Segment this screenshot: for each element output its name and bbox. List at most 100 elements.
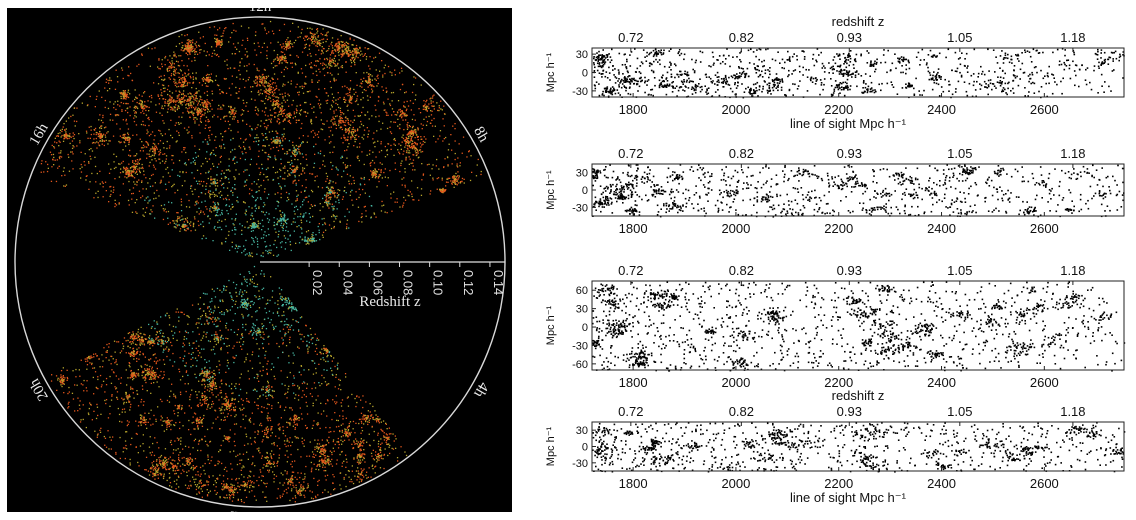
galaxy-point — [267, 82, 269, 84]
galaxy-point — [152, 164, 155, 166]
galaxy-point — [231, 218, 233, 220]
galaxy-point — [139, 138, 141, 140]
galaxy-point — [279, 103, 281, 105]
galaxy-point — [266, 76, 268, 79]
galaxy-point — [155, 111, 158, 113]
galaxy-point — [258, 94, 260, 96]
galaxy-point — [302, 169, 304, 171]
galaxy-point — [149, 213, 152, 215]
galaxy-point — [367, 111, 369, 113]
galaxy-point — [404, 112, 406, 115]
galaxy-point — [122, 90, 124, 92]
galaxy-point — [40, 163, 43, 165]
galaxy-point — [360, 78, 362, 81]
galaxy-point — [410, 162, 412, 164]
galaxy-point — [261, 210, 263, 213]
galaxy-point — [234, 112, 236, 114]
galaxy-point — [213, 183, 215, 185]
galaxy-point — [221, 220, 223, 222]
galaxy-point — [262, 73, 264, 76]
galaxy-point — [325, 229, 327, 231]
galaxy-point — [101, 135, 104, 137]
galaxy-point — [335, 124, 337, 126]
galaxy-point — [193, 118, 195, 120]
galaxy-point — [104, 99, 106, 102]
galaxy-point — [291, 62, 294, 64]
galaxy-point — [195, 87, 197, 90]
galaxy-point — [243, 250, 245, 252]
galaxy-point — [263, 234, 265, 236]
galaxy-point — [286, 218, 289, 221]
galaxy-point — [416, 154, 418, 156]
galaxy-point — [254, 223, 256, 225]
galaxy-point — [407, 141, 410, 143]
galaxy-point — [340, 117, 343, 119]
galaxy-point — [286, 200, 288, 202]
galaxy-point — [148, 95, 151, 98]
galaxy-point — [151, 146, 154, 148]
galaxy-point — [229, 115, 231, 118]
galaxy-point — [268, 89, 270, 91]
galaxy-point — [195, 72, 197, 74]
galaxy-point — [280, 113, 282, 115]
galaxy-point — [333, 190, 335, 192]
galaxy-point — [283, 99, 285, 101]
galaxy-point — [235, 213, 237, 215]
galaxy-point — [318, 49, 320, 51]
galaxy-point — [186, 225, 188, 227]
galaxy-point — [349, 98, 351, 100]
galaxy-point — [122, 183, 124, 185]
galaxy-point — [407, 140, 410, 142]
galaxy-point — [302, 216, 304, 218]
galaxy-point — [131, 79, 134, 82]
galaxy-point — [290, 114, 292, 116]
galaxy-point — [359, 194, 361, 196]
galaxy-point — [431, 168, 433, 170]
galaxy-point — [267, 228, 269, 230]
galaxy-point — [49, 151, 52, 153]
galaxy-point — [108, 163, 110, 165]
galaxy-point — [87, 104, 89, 106]
galaxy-point — [364, 114, 366, 116]
galaxy-point — [59, 141, 61, 143]
galaxy-point — [171, 137, 174, 139]
galaxy-point — [255, 137, 257, 139]
galaxy-point — [319, 58, 321, 60]
galaxy-point — [297, 26, 299, 28]
galaxy-point — [328, 62, 330, 64]
galaxy-point — [340, 35, 342, 37]
galaxy-point — [349, 124, 352, 126]
galaxy-point — [266, 89, 268, 92]
galaxy-point — [336, 192, 338, 194]
galaxy-point — [384, 211, 386, 213]
galaxy-point — [261, 82, 263, 84]
galaxy-point — [138, 190, 141, 192]
galaxy-point — [393, 138, 395, 141]
galaxy-point — [203, 181, 205, 183]
galaxy-point — [119, 163, 121, 165]
galaxy-point — [348, 227, 350, 229]
galaxy-point — [380, 141, 382, 143]
galaxy-point — [172, 184, 174, 187]
galaxy-point — [382, 101, 385, 103]
galaxy-point — [181, 34, 183, 36]
galaxy-point — [175, 100, 177, 102]
galaxy-point — [241, 58, 243, 60]
galaxy-point — [175, 223, 177, 225]
galaxy-point — [208, 81, 210, 83]
galaxy-point — [191, 46, 193, 48]
galaxy-point — [254, 137, 256, 139]
galaxy-point — [154, 152, 157, 155]
galaxy-point — [196, 111, 198, 114]
galaxy-point — [178, 132, 180, 134]
galaxy-point — [276, 218, 278, 220]
galaxy-point — [273, 224, 276, 226]
galaxy-point — [359, 183, 361, 185]
galaxy-point — [249, 133, 251, 136]
galaxy-point — [373, 212, 375, 214]
galaxy-point — [267, 158, 269, 160]
galaxy-point — [200, 109, 202, 112]
galaxy-point — [207, 171, 210, 174]
galaxy-point — [76, 107, 78, 109]
galaxy-point — [257, 179, 260, 181]
